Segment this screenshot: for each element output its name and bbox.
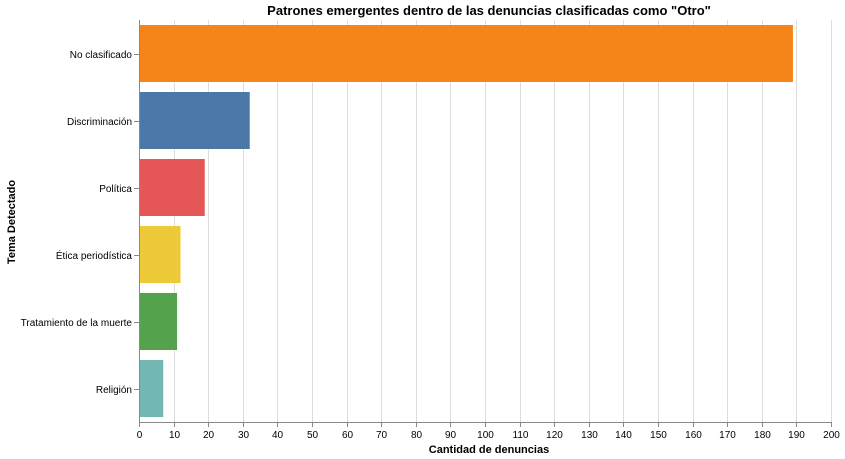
- y-tick-label: Tratamiento de la muerte: [21, 318, 133, 329]
- x-tick-label: 90: [445, 430, 457, 441]
- x-tick-label: 70: [376, 430, 388, 441]
- x-tick-label: 80: [411, 430, 423, 441]
- x-tick-label: 20: [203, 430, 215, 441]
- y-tick-label: Religión: [96, 385, 132, 396]
- bar: [139, 293, 178, 350]
- bar: [139, 25, 793, 82]
- x-tick-label: 160: [685, 430, 702, 441]
- x-tick-label: 130: [581, 430, 598, 441]
- x-tick-label: 50: [307, 430, 319, 441]
- axis-layer: 0 10 20 30 40 50 60 70 80 90 100 110 120 130 140 150 160…: [21, 20, 840, 441]
- y-tick-label: Discriminación: [67, 117, 132, 128]
- x-tick-label: 10: [169, 430, 181, 441]
- x-tick-label: 100: [477, 430, 494, 441]
- y-tick-label: Ética periodística: [56, 249, 133, 262]
- x-tick-label: 30: [238, 430, 250, 441]
- x-tick-label: 0: [137, 430, 143, 441]
- x-tick-label: 180: [754, 430, 771, 441]
- bar: [139, 159, 205, 216]
- y-axis-title: Tema Detectado: [6, 180, 18, 264]
- x-axis-title: Cantidad de denuncias: [429, 444, 549, 456]
- chart-title: Patrones emergentes dentro de las denunc…: [267, 3, 711, 18]
- x-tick-label: 40: [272, 430, 284, 441]
- bar: [139, 92, 250, 149]
- x-tick-label: 140: [615, 430, 632, 441]
- bar: [139, 226, 181, 283]
- x-tick-label: 60: [342, 430, 354, 441]
- y-tick-label: Política: [99, 184, 132, 195]
- grid-layer: [139, 20, 832, 422]
- bar-layer: [139, 25, 793, 417]
- x-tick-label: 120: [546, 430, 563, 441]
- x-tick-label: 150: [650, 430, 667, 441]
- x-tick-label: 200: [823, 430, 840, 441]
- y-tick-label: No clasificado: [70, 50, 133, 61]
- bar: [139, 360, 164, 417]
- x-tick-label: 170: [719, 430, 736, 441]
- x-tick-label: 110: [513, 430, 529, 441]
- x-tick-label: 190: [788, 430, 805, 441]
